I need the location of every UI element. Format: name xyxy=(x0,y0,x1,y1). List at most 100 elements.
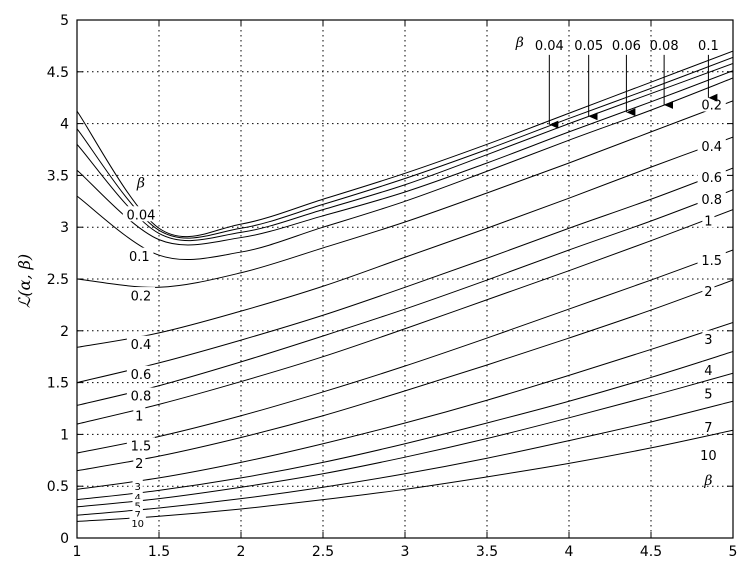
series-line-beta-0.6 xyxy=(77,167,733,384)
curve-label-left-1.5: 1.5 xyxy=(131,439,152,454)
curve-label-left-0.6: 0.6 xyxy=(131,368,152,383)
curve-label-left-0.4: 0.4 xyxy=(131,338,152,353)
y-tick-label: 0 xyxy=(60,531,69,547)
curve-label-right-3-bg xyxy=(702,330,715,346)
curve-label-left-5: 5 xyxy=(134,501,140,512)
y-tick-label: 3 xyxy=(60,220,69,236)
series-line-beta-0.4 xyxy=(77,136,733,348)
beta-symbol-label: β xyxy=(136,176,145,192)
curve-label-right-4: 4 xyxy=(704,364,712,379)
y-tick-label: 2 xyxy=(60,324,69,340)
curve-label-left-4: 4 xyxy=(134,493,140,504)
series-line-beta-10 xyxy=(77,429,733,522)
curve-label-right-0.2: 0.2 xyxy=(701,99,722,114)
curve-label-left-1.5-bg xyxy=(126,437,156,453)
curve-label-left-1: 1 xyxy=(135,409,143,424)
series-line-beta-7 xyxy=(77,400,733,516)
curve-label-right-0.6-bg xyxy=(697,168,726,184)
curve-label-right-0.4-bg xyxy=(697,137,726,153)
curve-label-left-4-bg xyxy=(132,490,143,503)
curve-label-left-0.04: 0.04 xyxy=(126,208,155,223)
curve-label-right-3: 3 xyxy=(704,333,712,348)
curve-label-left-7-bg xyxy=(132,507,143,520)
curve-label-left-0.6-bg xyxy=(126,365,156,381)
series-line-beta-0.05 xyxy=(77,56,733,239)
axis-ticks: 1 1.5 2 2.5 3 3.5 4 4.5 5 0 0.5 1 1.5 2 2.5 3 3.5 4 4.5 5 xyxy=(47,13,738,560)
series-line-beta-2 xyxy=(77,279,733,472)
curve-label-left-0.8-bg xyxy=(126,387,156,403)
series-line-beta-3 xyxy=(77,322,733,490)
curve-label-right-1.5: 1.5 xyxy=(701,254,722,269)
curve-label-right-10-bg xyxy=(698,446,719,462)
curve-label-right-1.5-bg xyxy=(697,251,726,267)
curve-label-right-2: 2 xyxy=(704,285,712,300)
curve-label-right-7: 7 xyxy=(704,421,712,436)
x-tick-label: 4.5 xyxy=(640,544,662,560)
series-line-beta-1.5 xyxy=(77,249,733,454)
x-tick-label: 4 xyxy=(565,544,574,560)
beta-symbol-label: β xyxy=(515,35,524,51)
y-tick-label: 5 xyxy=(60,13,69,29)
curve-label-right-4-bg xyxy=(702,361,715,377)
y-tick-label: 1 xyxy=(60,427,69,443)
beta-symbol-label: β xyxy=(703,473,712,489)
curve-label-right-0.6: 0.6 xyxy=(701,171,722,186)
curve-label-right-1: 1 xyxy=(704,215,712,230)
x-tick-label: 1.5 xyxy=(148,544,170,560)
curve-label-left-0.2-bg xyxy=(126,287,156,303)
curve-label-left-3-bg xyxy=(132,479,143,492)
series-line-beta-0.2 xyxy=(77,100,733,288)
x-tick-label: 2.5 xyxy=(312,544,334,560)
y-tick-label: 0.5 xyxy=(47,479,69,495)
curve-label-left-0.4-bg xyxy=(126,335,156,351)
arrow-label-beta-0.1: 0.1 xyxy=(698,39,719,54)
series-line-beta-1 xyxy=(77,209,733,425)
series-line-beta-5 xyxy=(77,372,733,508)
series-line-beta-4 xyxy=(77,351,733,501)
y-tick-label: 4.5 xyxy=(47,65,69,81)
curve-label-right-0.8-bg xyxy=(697,190,726,206)
y-tick-label: 1.5 xyxy=(47,376,69,392)
curves xyxy=(77,50,733,522)
curve-label-left-1-bg xyxy=(133,407,146,423)
x-tick-label: 2 xyxy=(237,544,246,560)
y-tick-label: 2.5 xyxy=(47,272,69,288)
series-line-beta-0.1 xyxy=(77,77,733,260)
curve-label-left-2-bg xyxy=(133,454,146,470)
curve-label-left-3: 3 xyxy=(134,482,140,493)
curve-label-right-0.4: 0.4 xyxy=(701,140,722,155)
grid xyxy=(77,20,733,538)
arrow-label-beta-0.05: 0.05 xyxy=(574,39,603,54)
curve-label-right-10: 10 xyxy=(700,449,717,464)
arrow-label-beta-0.06: 0.06 xyxy=(612,39,641,54)
x-tick-label: 3 xyxy=(401,544,410,560)
x-tick-label: 5 xyxy=(729,544,738,560)
curve-label-left-0.1: 0.1 xyxy=(129,250,150,265)
curve-label-left-7: 7 xyxy=(134,510,140,521)
curve-label-left-0.04-bg xyxy=(122,206,160,222)
curve-label-right-5-bg xyxy=(702,385,715,401)
series-line-beta-0.08 xyxy=(77,70,733,246)
curve-label-left-10: 10 xyxy=(131,519,144,530)
curve-label-right-2-bg xyxy=(702,282,715,298)
y-axis-label: ℒ(α, β) xyxy=(15,254,34,308)
x-tick-label: 3.5 xyxy=(476,544,498,560)
series-line-beta-0.06 xyxy=(77,63,733,242)
y-tick-label: 4 xyxy=(60,117,69,133)
x-tick-label: 1 xyxy=(73,544,82,560)
arrow-label-beta-0.08: 0.08 xyxy=(650,39,679,54)
curve-label-left-0.2: 0.2 xyxy=(131,289,152,304)
curve-label-right-0.8: 0.8 xyxy=(701,193,722,208)
curve-label-right-1-bg xyxy=(702,212,715,228)
curve-label-left-0.8: 0.8 xyxy=(131,390,152,405)
series-line-beta-0.8 xyxy=(77,189,733,406)
plot-frame xyxy=(76,19,734,539)
curve-label-left-5-bg xyxy=(132,498,143,511)
curve-label-right-0.2-bg xyxy=(697,96,726,112)
series-line-beta-0.04 xyxy=(77,50,733,238)
curve-label-left-10-bg xyxy=(129,516,146,529)
annotations: 0.040.10.20.40.60.811.523457100.20.40.60… xyxy=(122,35,726,530)
curve-label-left-0.1-bg xyxy=(125,247,154,263)
curve-label-right-5: 5 xyxy=(704,388,712,403)
